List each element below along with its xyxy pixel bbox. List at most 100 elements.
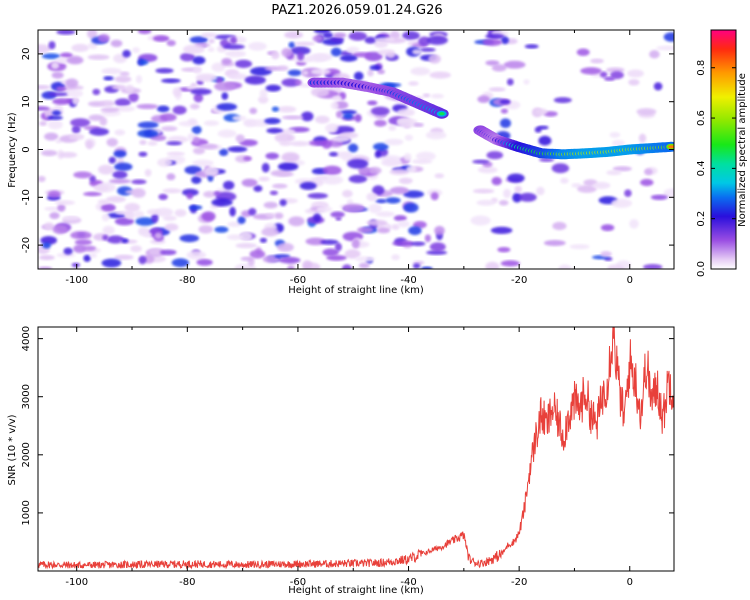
noise-blob (163, 215, 177, 221)
noise-blob (258, 176, 270, 182)
noise-blob (97, 199, 110, 205)
noise-blob (611, 139, 625, 147)
noise-blob (343, 203, 365, 213)
noise-blob (193, 147, 205, 155)
noise-blob (157, 158, 173, 167)
noise-blob (412, 49, 422, 55)
noise-blob (430, 192, 439, 201)
noise-blob (610, 71, 624, 80)
noise-blob (87, 42, 98, 50)
noise-blob (49, 212, 60, 220)
noise-blob (101, 213, 110, 222)
top-x-axis-label: Height of straight line (km) (288, 285, 424, 296)
noise-blob (110, 39, 123, 48)
noise-blob (253, 185, 263, 192)
noise-blob (326, 255, 347, 261)
noise-blob (239, 231, 253, 241)
noise-blob (558, 264, 572, 269)
noise-blob (396, 118, 418, 128)
noise-blob (330, 47, 342, 57)
noise-blob (83, 191, 102, 197)
noise-blob (99, 100, 115, 107)
noise-blob (374, 119, 387, 127)
noise-blob (357, 226, 374, 234)
noise-blob (307, 192, 329, 199)
noise-blob (201, 211, 216, 222)
noise-blob (609, 132, 621, 138)
noise-blob (139, 59, 149, 66)
x-tick-label: -60 (290, 275, 306, 286)
noise-blob (132, 47, 140, 54)
noise-blob (102, 234, 109, 241)
noise-blob (204, 166, 219, 177)
noise-blob (38, 44, 51, 54)
noise-blob (44, 206, 61, 211)
noise-blob (277, 106, 297, 113)
y-tick-label: 10 (21, 95, 32, 108)
noise-blob (235, 134, 245, 143)
noise-blob (653, 82, 663, 91)
top-chart-title: PAZ1.2026.059.01.24.G26 (271, 3, 442, 18)
noise-blob (346, 46, 360, 54)
noise-blob (477, 95, 491, 103)
noise-blob (133, 210, 145, 219)
noise-blob (290, 46, 311, 55)
noise-blob (227, 146, 248, 153)
noise-blob (216, 103, 238, 111)
noise-blob (348, 143, 359, 153)
y-tick-label: -10 (21, 189, 32, 205)
noise-blob (560, 177, 569, 184)
noise-blob (155, 68, 174, 74)
noise-blob (221, 58, 232, 65)
y-tick-label: 4000 (21, 326, 32, 351)
noise-blob (70, 231, 92, 240)
noise-blob (403, 190, 424, 198)
noise-blob (128, 92, 139, 103)
noise-blob (113, 150, 127, 158)
noise-blob (330, 211, 345, 218)
noise-blob (271, 51, 280, 60)
noise-blob (367, 69, 374, 77)
noise-blob (47, 190, 61, 198)
noise-blob (144, 169, 152, 177)
noise-blob (38, 175, 46, 183)
noise-blob (628, 79, 640, 86)
noise-blob (115, 210, 133, 215)
noise-blob (338, 132, 359, 139)
noise-blob (342, 189, 353, 198)
x-tick-label: -80 (179, 577, 195, 588)
noise-blob (553, 97, 572, 104)
noise-blob (73, 171, 93, 179)
noise-blob (506, 78, 514, 86)
noise-blob (403, 202, 419, 213)
noise-blob (288, 41, 296, 49)
noise-blob (203, 120, 219, 126)
noise-blob (201, 32, 217, 38)
snr-series-line (38, 327, 674, 570)
noise-blob (381, 158, 402, 167)
noise-blob (524, 44, 539, 49)
noise-blob (403, 153, 412, 162)
noise-blob (248, 41, 267, 51)
noise-blob (316, 206, 333, 213)
noise-blob (335, 110, 343, 119)
colorbar-axis: 0.0 0.2 0.4 0.6 0.8 (696, 60, 736, 277)
bottom-axes: -100 -80 -60 -40 -20 0 1000 2000 3000 4000 (21, 326, 674, 588)
noise-blob (122, 49, 131, 58)
noise-blob (191, 125, 202, 135)
x-tick-label: -40 (400, 275, 416, 286)
noise-blob (108, 156, 116, 164)
noise-blob (41, 150, 58, 157)
noise-blob (299, 181, 317, 190)
noise-blob (397, 108, 415, 117)
noise-blob (500, 260, 520, 267)
noise-blob (68, 133, 85, 141)
noise-blob (419, 47, 436, 52)
noise-blob (101, 67, 122, 75)
noise-blob (434, 173, 445, 179)
noise-blob (650, 194, 668, 200)
noise-blob (358, 262, 370, 269)
noise-blob (391, 254, 400, 261)
noise-blob (52, 224, 68, 235)
noise-blob (334, 242, 342, 252)
